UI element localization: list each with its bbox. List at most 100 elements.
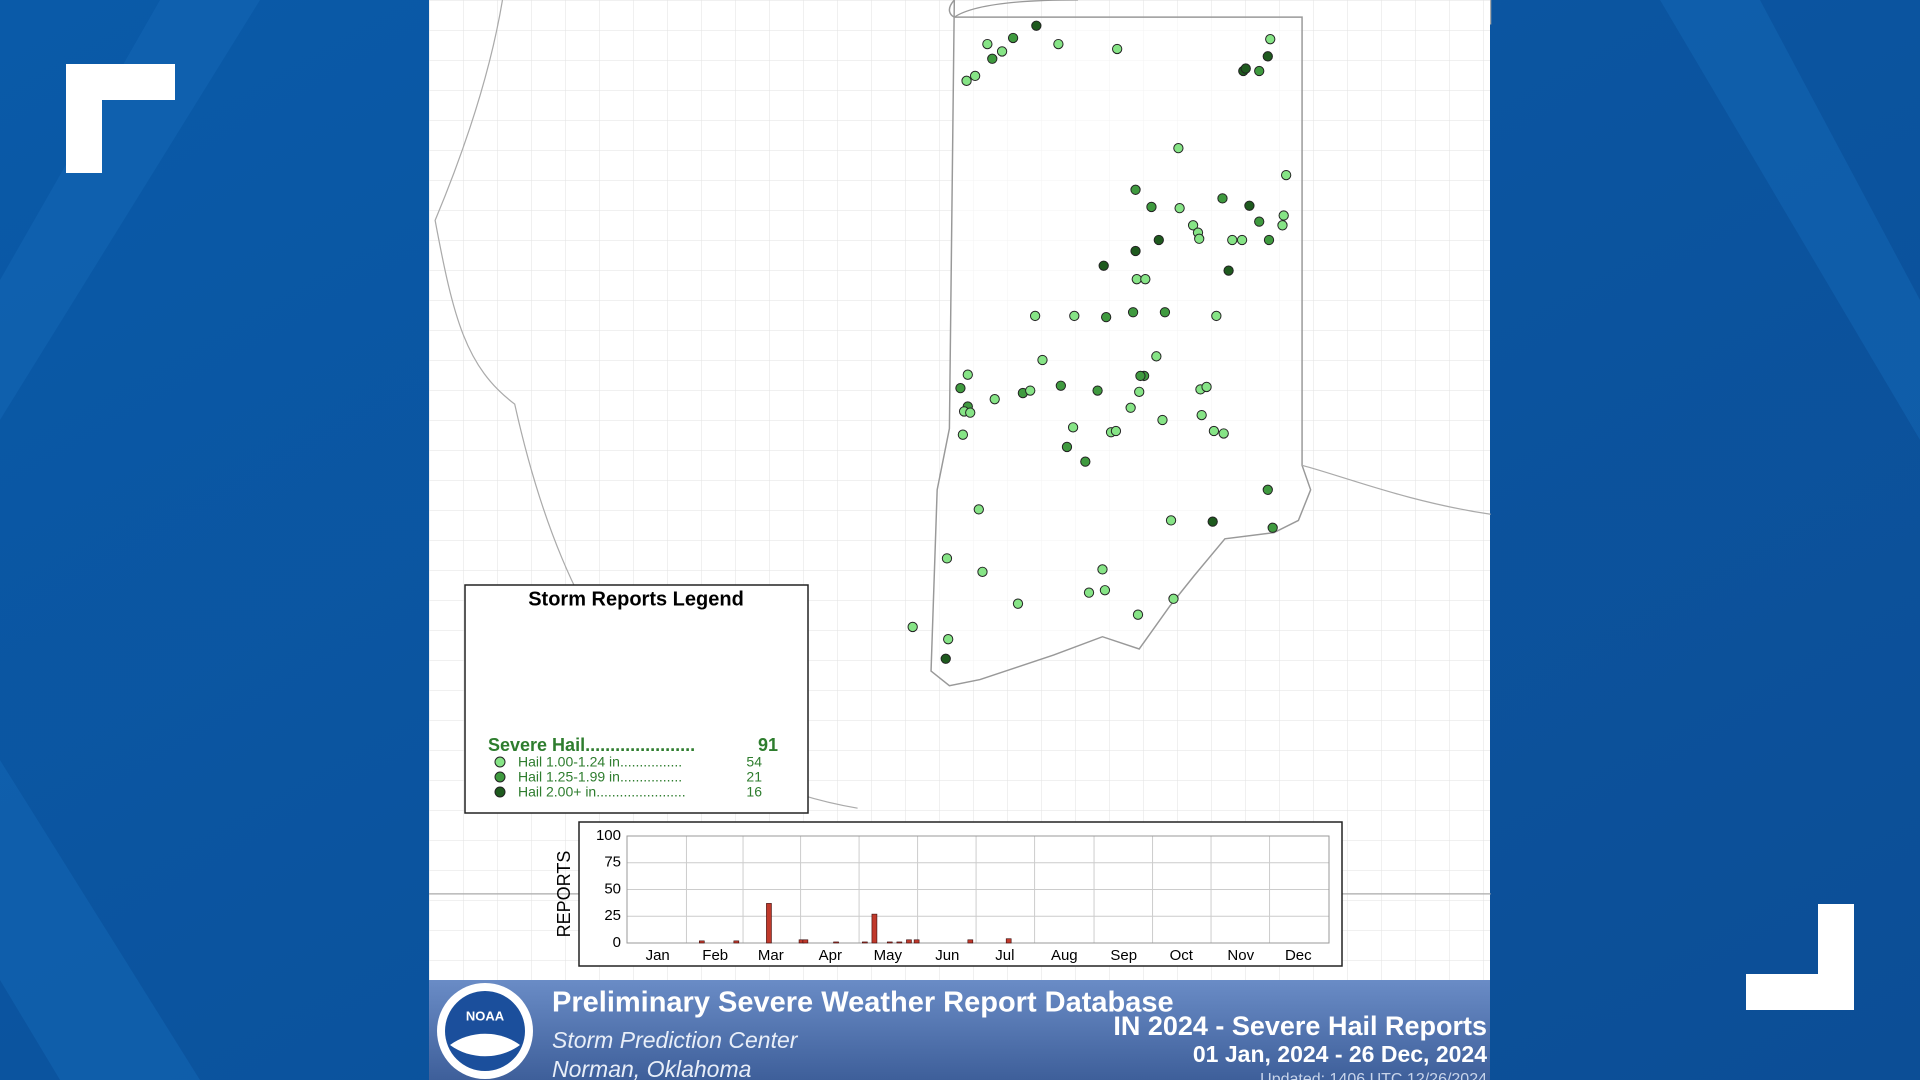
bar — [766, 903, 772, 944]
report-dot — [1053, 38, 1064, 50]
x-tick-label: Nov — [1227, 947, 1254, 964]
legend-title: Storm Reports Legend — [528, 588, 744, 610]
report-dot — [1125, 402, 1136, 413]
report-dot — [1151, 351, 1162, 362]
report-dot — [1262, 484, 1273, 495]
report-dot — [1080, 456, 1091, 467]
report-dot — [1157, 414, 1168, 426]
report-dot — [1208, 425, 1220, 437]
report-dot — [957, 429, 969, 440]
report-dot — [1262, 51, 1273, 62]
bar — [913, 939, 920, 944]
bar — [699, 940, 705, 944]
report-dot — [1097, 564, 1108, 575]
legend-item-count: 21 — [746, 769, 762, 785]
report-dot — [1201, 381, 1212, 393]
report-dot — [1254, 216, 1265, 227]
bar — [862, 941, 868, 944]
corner-bracket — [66, 64, 175, 173]
legend-item-label: Hail 1.25-1.99 in................ — [518, 769, 682, 785]
corner-bracket — [1746, 904, 1854, 1010]
report-dot — [1069, 310, 1080, 322]
x-tick-label: Apr — [819, 947, 842, 964]
report-dot — [1007, 32, 1019, 44]
report-dot — [1099, 585, 1111, 596]
bar — [886, 941, 893, 944]
x-tick-label: Aug — [1051, 947, 1078, 964]
map-panel — [428, 0, 1492, 980]
legend-item-label: Hail 2.00+ in....................... — [518, 784, 686, 800]
report-dot — [1055, 380, 1066, 391]
x-tick-label: Jun — [935, 947, 959, 964]
bar — [833, 941, 839, 944]
report-dot — [1083, 587, 1095, 598]
report-dot — [1174, 203, 1185, 214]
report-dot — [1223, 265, 1234, 276]
legend: Storm Reports Legend Severe Hail........… — [464, 584, 809, 814]
footer-location: Norman, Oklahoma — [552, 1056, 751, 1080]
x-tick-label: Oct — [1170, 947, 1194, 964]
report-dot — [1098, 260, 1109, 271]
report-title: IN 2024 - Severe Hail Reports — [1113, 1011, 1487, 1041]
bar — [906, 939, 912, 944]
legend-dot — [494, 756, 506, 768]
report-dot — [1067, 422, 1079, 433]
report-dot — [1207, 516, 1218, 527]
state-border — [428, 0, 1492, 895]
report-dot — [1135, 370, 1146, 382]
report-dot — [1130, 184, 1141, 195]
report-dot — [987, 53, 998, 64]
report-dot — [1168, 593, 1179, 604]
legend-box — [464, 584, 809, 814]
report-dot — [1134, 386, 1145, 397]
report-dot — [969, 70, 981, 82]
report-dot — [1112, 43, 1123, 55]
report-dot — [1267, 522, 1278, 533]
report-dot — [1153, 234, 1164, 246]
legend-dot — [494, 771, 506, 783]
bar — [1005, 938, 1012, 944]
logo-text: NOAA — [466, 1008, 505, 1023]
report-dot — [1194, 233, 1205, 244]
x-tick-label: May — [874, 947, 903, 964]
footer-org: Storm Prediction Center — [552, 1027, 799, 1053]
report-dot — [1244, 200, 1255, 211]
report-dot — [1254, 65, 1265, 77]
report-dot — [1037, 354, 1048, 366]
report-dot — [1029, 310, 1041, 322]
report-dot — [1061, 441, 1073, 453]
report-dot — [1277, 220, 1288, 231]
x-tick-label: Jan — [646, 947, 670, 964]
report-dates: 01 Jan, 2024 - 26 Dec, 2024 — [1193, 1041, 1487, 1067]
report-dot — [962, 369, 973, 380]
x-tick-label: Dec — [1285, 947, 1312, 964]
report-dot — [1240, 63, 1251, 74]
chart: REPORTS 0 25 50 75 100 Jan Feb Mar Apr May Jun Jul A… — [554, 821, 1343, 967]
bar — [967, 939, 974, 944]
report-dot — [1092, 385, 1103, 396]
report-dot — [1146, 201, 1157, 213]
report-dot — [1196, 409, 1207, 421]
report-dot — [940, 653, 951, 664]
report-dot — [1173, 143, 1184, 154]
report-dot — [1165, 515, 1177, 526]
report-dot — [1211, 310, 1222, 322]
report-updated: Updated: 1406 UTC 12/26/2024 — [1260, 1071, 1487, 1080]
report-dot — [1265, 34, 1276, 45]
legend-item-label: Hail 1.00-1.24 in................ — [518, 754, 682, 770]
report-dot — [1127, 307, 1139, 318]
report-dot — [907, 621, 918, 633]
report-dot — [1110, 425, 1122, 437]
report-dot — [1025, 385, 1036, 396]
report-dot — [1140, 274, 1151, 285]
legend-total: 91 — [758, 735, 778, 755]
bar — [802, 939, 809, 944]
report-dot — [982, 38, 993, 50]
y-tick-label: 100 — [596, 827, 621, 844]
indiana-outline — [930, 0, 1312, 687]
y-tick-label: 50 — [604, 880, 621, 897]
report-dot — [1263, 234, 1275, 246]
legend-item-count: 16 — [746, 784, 762, 800]
